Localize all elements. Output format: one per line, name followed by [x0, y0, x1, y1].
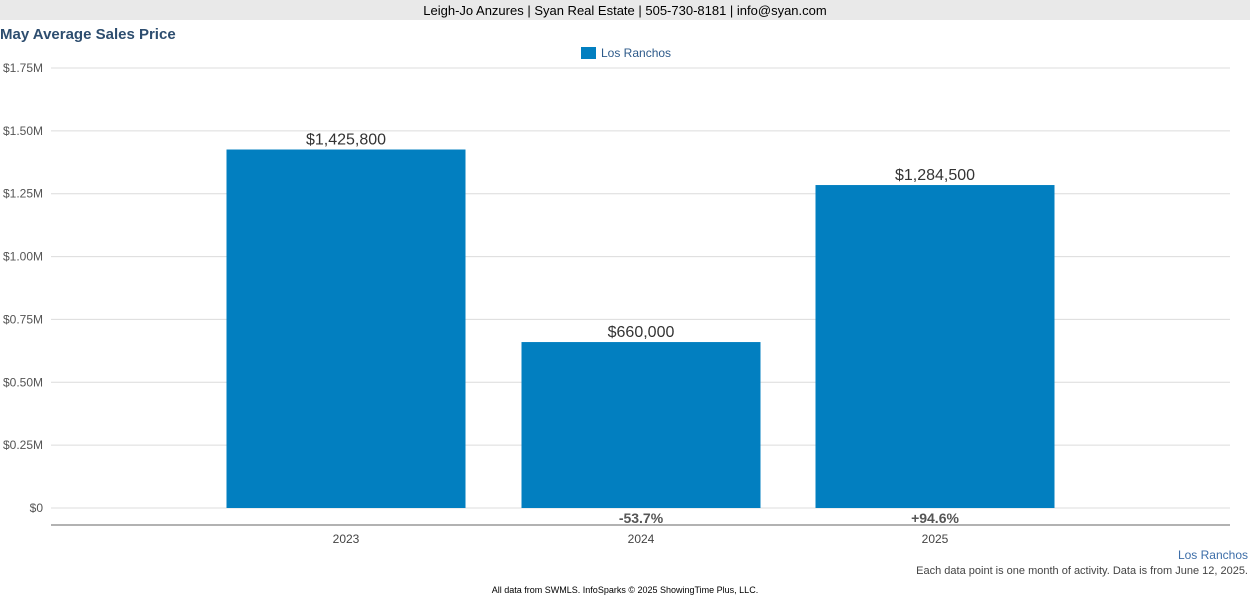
footer-credit: All data from SWMLS. InfoSparks © 2025 S… [491, 585, 759, 595]
y-tick-label: $0.25M [3, 438, 43, 452]
bar [521, 342, 761, 508]
y-tick-label: $0.50M [3, 375, 43, 389]
x-tick-label: 2025 [922, 532, 949, 546]
legend-swatch [581, 47, 596, 59]
area-link[interactable]: Los Ranchos [1177, 548, 1248, 562]
bar-chart: $0 $0.25M $0.50M $0.75M $1.00M $1.25M $1.50M $1… [3, 61, 1230, 546]
change-label: -53.7% [619, 510, 664, 526]
bar-value-label: $1,425,800 [306, 132, 386, 149]
x-tick-label: 2023 [333, 532, 360, 546]
y-tick-label: $1.50M [3, 124, 43, 138]
bar-value-label: $1,284,500 [895, 167, 975, 184]
legend-label: Los Ranchos [601, 46, 672, 60]
bar [815, 185, 1055, 509]
x-tick-label: 2024 [628, 532, 655, 546]
agent-header: Leigh-Jo Anzures | Syan Real Estate | 50… [0, 0, 1250, 20]
chart-title: May Average Sales Price [0, 26, 176, 43]
y-tick-label: $1.75M [3, 61, 43, 75]
y-tick-label: $0.75M [3, 312, 43, 326]
change-label: +94.6% [911, 510, 959, 526]
y-tick-label: $1.25M [3, 187, 43, 201]
y-tick-label: $1.00M [3, 250, 43, 264]
chart-legend[interactable]: Los Ranchos [581, 46, 671, 60]
y-tick-label: $0 [30, 501, 44, 515]
data-note: Each data point is one month of activity… [916, 565, 1248, 577]
bar-value-label: $660,000 [608, 324, 675, 341]
bar [226, 149, 466, 509]
